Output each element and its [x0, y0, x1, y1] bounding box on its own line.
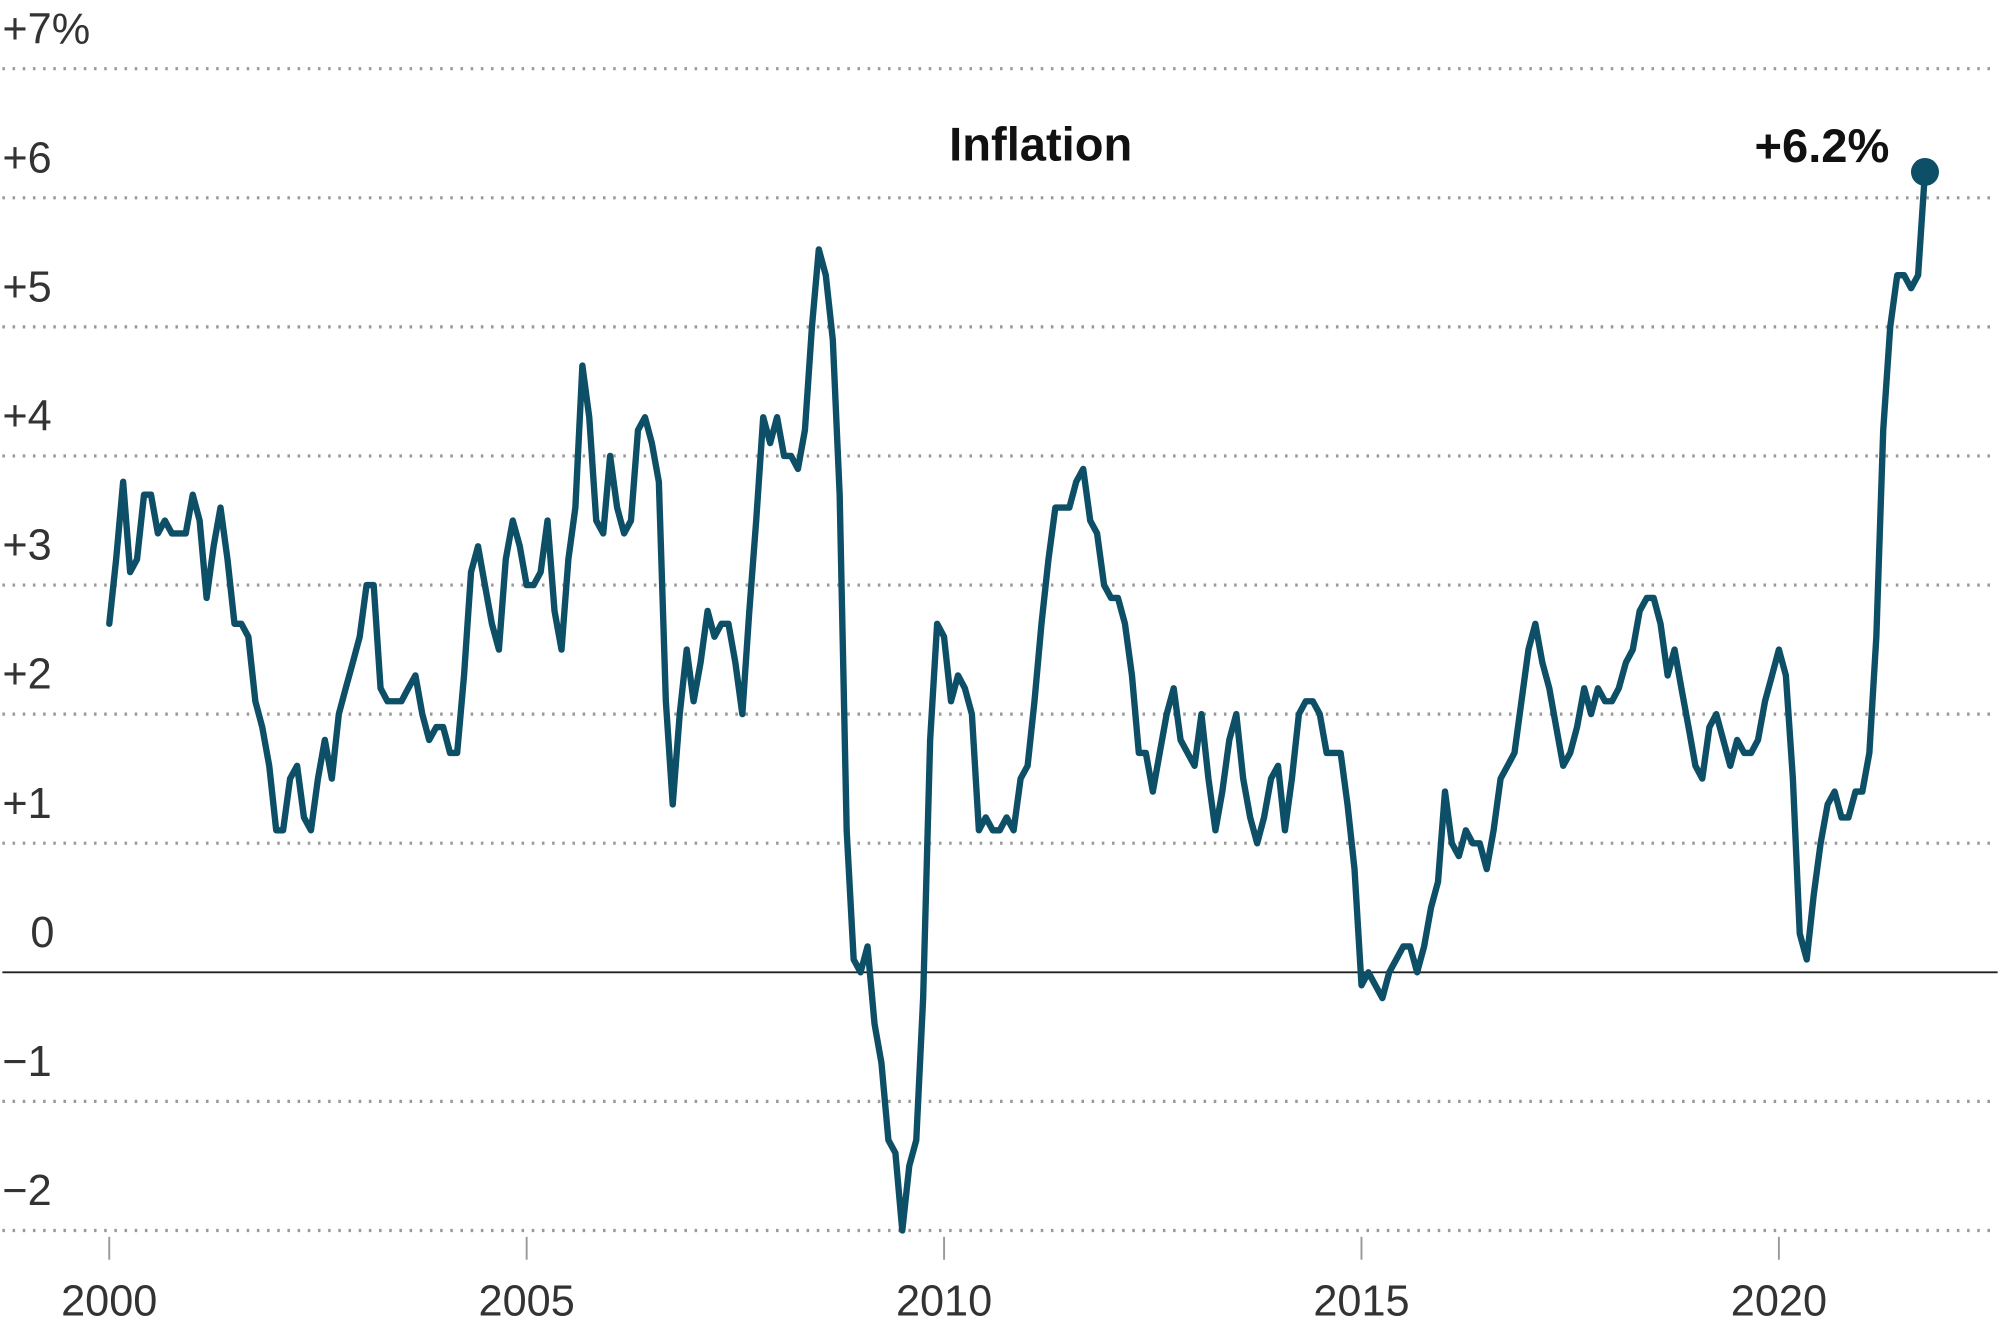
x-tick-label: 2000 — [61, 1278, 157, 1326]
y-tick-label: 0 — [30, 909, 54, 957]
y-tick-label: −2 — [2, 1167, 51, 1215]
x-tick-label: 2005 — [479, 1278, 575, 1326]
y-tick-label: −1 — [2, 1038, 51, 1086]
y-tick-label: +1 — [2, 780, 51, 828]
data-line — [106, 168, 1929, 1234]
series-label: Inflation — [949, 117, 1132, 170]
y-tick-label: +7% — [2, 5, 90, 53]
x-tick-label: 2010 — [896, 1278, 992, 1326]
y-tick-label: +6 — [2, 134, 51, 182]
y-tick-label: +5 — [2, 263, 51, 311]
end-dot — [1910, 157, 1939, 186]
end-label: +6.2% — [1755, 119, 1890, 172]
x-tick-label: 2020 — [1731, 1278, 1827, 1326]
y-tick-label: +3 — [2, 522, 51, 570]
y-tick-label: +2 — [2, 651, 51, 699]
x-tick-label: 2015 — [1313, 1278, 1409, 1326]
y-tick-label: +4 — [2, 393, 51, 441]
